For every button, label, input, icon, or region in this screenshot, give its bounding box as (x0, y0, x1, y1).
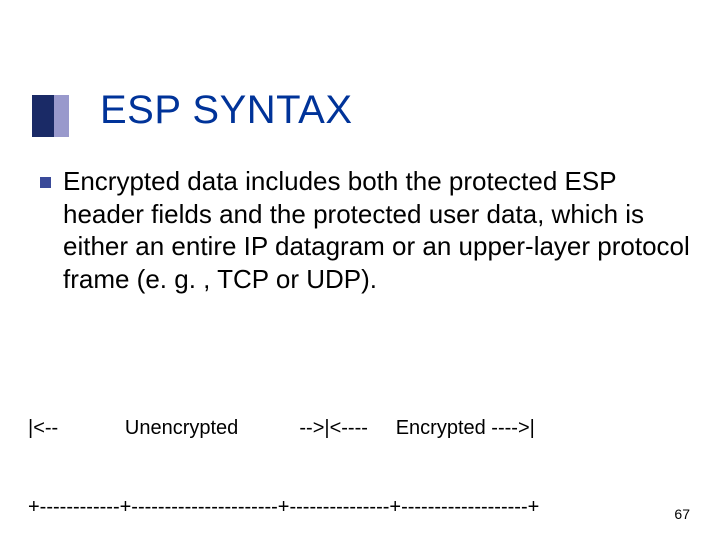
square-bullet-icon (40, 177, 51, 188)
accent-light-stripe (54, 95, 69, 137)
body-block: Encrypted data includes both the protect… (40, 165, 696, 295)
title-accent (32, 95, 69, 137)
diagram-line-range: |<-- Unencrypted -->|<---- Encrypted ---… (28, 415, 696, 441)
bullet-text: Encrypted data includes both the protect… (63, 165, 696, 295)
diagram-line-border: +------------+----------------------+---… (28, 494, 696, 520)
ascii-diagram: |<-- Unencrypted -->|<---- Encrypted ---… (28, 362, 696, 540)
page-number: 67 (674, 506, 690, 522)
bullet-item: Encrypted data includes both the protect… (40, 165, 696, 295)
slide-title: ESP SYNTAX (100, 88, 353, 133)
accent-dark-stripe (32, 95, 54, 137)
